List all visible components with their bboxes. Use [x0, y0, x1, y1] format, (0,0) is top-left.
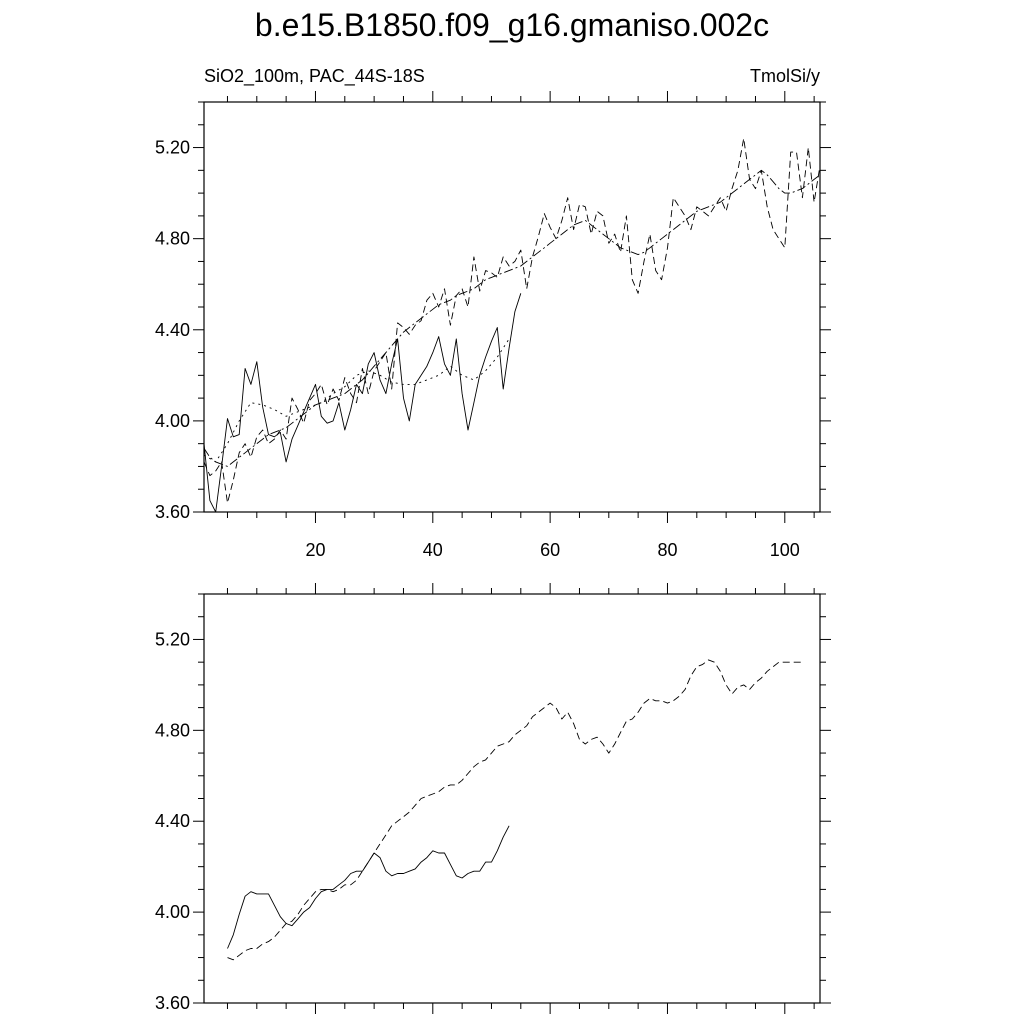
bottom-plot-panel: 3.60 4.00 4.40 4.80 5.20: [155, 583, 831, 1014]
y-tick-label: 5.20: [155, 629, 190, 649]
x-tick-label: 100: [770, 540, 800, 560]
chart-title: b.e15.B1850.f09_g16.gmaniso.002c: [255, 7, 769, 43]
plot-frame: [203, 101, 821, 513]
y-tick-label: 4.40: [155, 811, 190, 831]
top-plot-panel: 3.60 4.00 4.40 4.80 5.20 20 40 60 80 100: [155, 91, 831, 560]
y-tick-label: 4.00: [155, 902, 190, 922]
y-tick-label: 4.00: [155, 411, 190, 431]
plot-frame: [203, 593, 821, 1004]
y-tick-label: 5.20: [155, 138, 190, 158]
y-tick-label: 4.80: [155, 720, 190, 740]
series-line-dash-dot: [203, 169, 821, 467]
series-line-dashed: [203, 137, 821, 504]
chart-units: TmolSi/y: [750, 66, 820, 86]
series-line-dashed: [227, 659, 803, 961]
y-tick-label: 4.80: [155, 229, 190, 249]
y-tick-label: 3.60: [155, 502, 190, 522]
series-line-solid: [227, 825, 510, 949]
y-tick-label: 4.40: [155, 320, 190, 340]
x-tick-label: 20: [305, 540, 325, 560]
y-tick-label: 3.60: [155, 993, 190, 1013]
series-line-solid: [203, 293, 522, 513]
x-tick-label: 60: [540, 540, 560, 560]
x-tick-label: 80: [657, 540, 677, 560]
chart-subtitle-left: SiO2_100m, PAC_44S-18S: [204, 66, 425, 87]
x-tick-label: 40: [423, 540, 443, 560]
